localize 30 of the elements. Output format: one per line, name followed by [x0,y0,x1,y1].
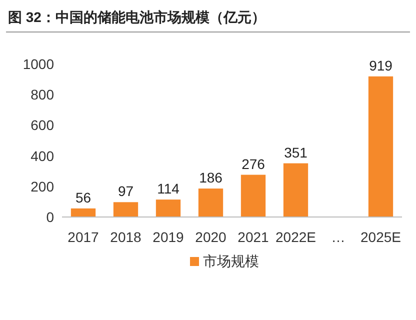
bar [156,200,181,217]
y-tick-label: 600 [30,117,54,134]
data-label: 56 [75,189,92,206]
y-tick-label: 0 [46,209,54,225]
x-tick-label: 2020 [195,229,227,245]
data-label: 351 [284,144,308,160]
x-tick-label: 2019 [152,229,184,245]
bar [113,202,138,217]
x-tick-label: 2017 [68,229,100,245]
data-label: 276 [242,156,266,172]
x-tick-label: 2025E [360,229,401,245]
x-tick-label: 2021 [238,229,270,245]
bar [368,76,394,217]
data-label: 186 [199,170,223,186]
data-label: 919 [369,57,393,74]
y-tick-label: 200 [30,178,54,194]
y-tick-label: 1000 [22,56,54,72]
y-tick-label: 800 [30,86,54,103]
bar [70,208,96,217]
data-label: 114 [157,180,180,197]
bar [198,188,224,217]
bar [283,163,308,217]
chart-title: 图 32：中国的储能电池市场规模（亿元） [8,9,266,25]
x-tick-label: 2018 [110,229,142,245]
bar [240,174,266,217]
x-tick-label: … [331,229,346,245]
data-label: 97 [118,183,134,200]
legend-label: 市场规模 [203,253,259,269]
x-tick-label: 2022E [276,229,316,245]
y-tick-label: 400 [30,148,54,164]
